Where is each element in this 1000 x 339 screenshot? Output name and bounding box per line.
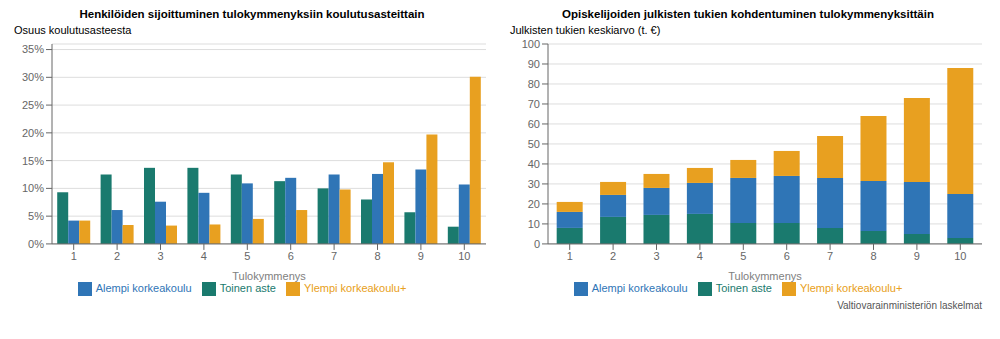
svg-text:100: 100	[522, 38, 540, 50]
html-text:Henkilöiden sijoittuminen tulo: Henkilöiden sijoittuminen tulokymmenyksi…	[79, 8, 425, 20]
svg-text:10%: 10%	[22, 182, 44, 194]
svg-text:4: 4	[201, 250, 207, 262]
html-text:Osuus koulutusasteesta: Osuus koulutusasteesta	[14, 24, 132, 36]
svg-text:6: 6	[784, 250, 790, 262]
svg-text:2: 2	[610, 250, 616, 262]
svg-text:9: 9	[914, 250, 920, 262]
svg-text:Tulokymmenys: Tulokymmenys	[728, 270, 802, 282]
svg-text:5: 5	[740, 250, 746, 262]
svg-text:90: 90	[528, 58, 540, 70]
svg-text:10: 10	[458, 250, 470, 262]
svg-text:1: 1	[71, 250, 77, 262]
svg-text:7: 7	[331, 250, 337, 262]
svg-text:50: 50	[528, 138, 540, 150]
svg-text:35%: 35%	[22, 43, 44, 55]
svg-text:5%: 5%	[28, 210, 44, 222]
svg-text:30: 30	[528, 178, 540, 190]
html-text:Ylempi korkeakoulu+: Ylempi korkeakoulu+	[799, 281, 903, 294]
svg-text:4: 4	[697, 250, 703, 262]
html-text:Toinen aste: Toinen aste	[715, 281, 772, 294]
html-text:Valtiovarainministeriön laskel: Valtiovarainministeriön laskelmat	[837, 300, 982, 311]
svg-text:30%: 30%	[22, 71, 44, 83]
svg-text:2: 2	[114, 250, 120, 262]
svg-text:0%: 0%	[28, 238, 44, 250]
svg-text:7: 7	[827, 250, 833, 262]
svg-text:10: 10	[528, 218, 540, 230]
svg-text:70: 70	[528, 98, 540, 110]
svg-text:60: 60	[528, 118, 540, 130]
svg-text:3: 3	[653, 250, 659, 262]
html-text:Ylempi korkeakoulu+: Ylempi korkeakoulu+	[303, 281, 407, 294]
svg-text:80: 80	[528, 78, 540, 90]
svg-text:8: 8	[374, 250, 380, 262]
svg-text:3: 3	[157, 250, 163, 262]
svg-text:25%: 25%	[22, 99, 44, 111]
svg-text:8: 8	[870, 250, 876, 262]
svg-text:20%: 20%	[22, 127, 44, 139]
svg-text:6: 6	[288, 250, 294, 262]
svg-text:9: 9	[418, 250, 424, 262]
html-text:Alempi korkeakoulu: Alempi korkeakoulu	[591, 281, 688, 294]
svg-text:0: 0	[534, 238, 540, 250]
html-text:Opiskelijoiden julkisten tukie: Opiskelijoiden julkisten tukien kohdentu…	[562, 8, 934, 20]
svg-text:5: 5	[244, 250, 250, 262]
svg-text:15%: 15%	[22, 155, 44, 167]
svg-text:20: 20	[528, 198, 540, 210]
html-text:Julkisten tukien keskiarvo (t.: Julkisten tukien keskiarvo (t. €)	[510, 24, 661, 36]
svg-text:40: 40	[528, 158, 540, 170]
html-text:Alempi korkeakoulu: Alempi korkeakoulu	[95, 281, 192, 294]
svg-text:Tulokymmenys: Tulokymmenys	[232, 270, 306, 282]
html-text:Toinen aste: Toinen aste	[219, 281, 276, 294]
svg-text:10: 10	[954, 250, 966, 262]
svg-text:1: 1	[567, 250, 573, 262]
